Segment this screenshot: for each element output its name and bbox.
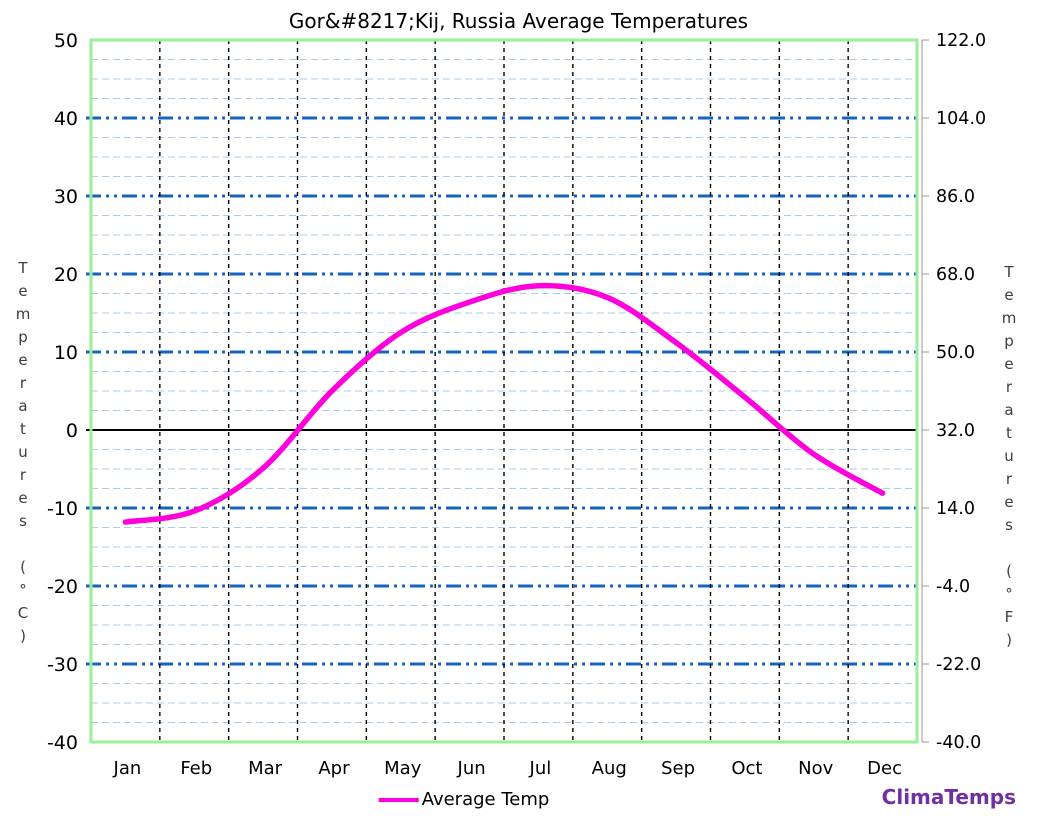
month-label: Nov (798, 758, 833, 779)
month-label: Jul (529, 758, 552, 779)
y-label-celsius: 10 (54, 342, 78, 364)
month-label: Aug (592, 758, 627, 779)
y-label-fahrenheit: 50.0 (936, 343, 975, 363)
y-label-celsius: 30 (54, 186, 78, 208)
legend: Average Temp (378, 789, 550, 810)
month-label: Oct (731, 758, 762, 779)
month-gridlines (159, 40, 849, 742)
y-label-fahrenheit: 14.0 (936, 499, 975, 519)
y-label-fahrenheit: -4.0 (936, 577, 970, 597)
y-label-fahrenheit: 122.0 (936, 31, 986, 51)
average-temp-line (122, 282, 886, 525)
y-label-fahrenheit: 104.0 (936, 109, 986, 129)
month-label: May (384, 758, 422, 779)
y-label-celsius: -30 (47, 654, 78, 676)
y-label-fahrenheit: 68.0 (936, 265, 975, 285)
y-label-celsius: 40 (54, 108, 78, 130)
major-gridlines (86, 116, 917, 666)
y-label-celsius: -10 (47, 498, 78, 520)
y-axis-title-celsius: Temperatures (°C) (14, 259, 32, 650)
legend-line-swatch (378, 797, 419, 802)
right-axis-line (921, 39, 929, 743)
month-label: Dec (867, 758, 902, 779)
y-axis-labels-fahrenheit: 122.0 104.0 86.0 68.0 50.0 32.0 14.0 -4.0 -22.0 -… (936, 31, 986, 753)
y-label-celsius: 20 (54, 264, 78, 286)
plot-border-rect (89, 38, 919, 744)
month-label: Feb (180, 758, 212, 779)
legend-label: Average Temp (421, 789, 550, 810)
minor-gridlines (91, 59, 917, 723)
month-label: Jan (113, 758, 142, 779)
month-label: Jun (457, 758, 486, 779)
y-label-celsius: 50 (54, 30, 78, 52)
y-label-celsius: 0 (66, 420, 78, 442)
y-axis-title-fahrenheit: Temperatures (°F) (1000, 263, 1018, 654)
y-axis-labels-celsius: 50 40 30 20 10 0 -10 -20 -30 -40 (47, 30, 78, 754)
y-label-fahrenheit: -22.0 (936, 655, 981, 675)
y-label-fahrenheit: 86.0 (936, 187, 975, 207)
month-label: Apr (318, 758, 350, 779)
plot-border (89, 38, 919, 744)
y-label-fahrenheit: -40.0 (936, 733, 981, 753)
average-temp-path (122, 282, 886, 525)
y-label-fahrenheit: 32.0 (936, 421, 975, 441)
chart-title: Gor&#8217;Kij, Russia Average Temperatur… (288, 9, 749, 33)
brand-logo-text: ClimaTemps (881, 785, 1016, 809)
x-axis-month-labels: Jan Feb Mar Apr May Jun Jul Aug Sep Oct Nov Dec (113, 758, 902, 779)
month-label: Sep (661, 758, 695, 779)
y-label-celsius: -20 (47, 576, 78, 598)
month-label: Mar (248, 758, 283, 779)
y-label-celsius: -40 (47, 732, 78, 754)
